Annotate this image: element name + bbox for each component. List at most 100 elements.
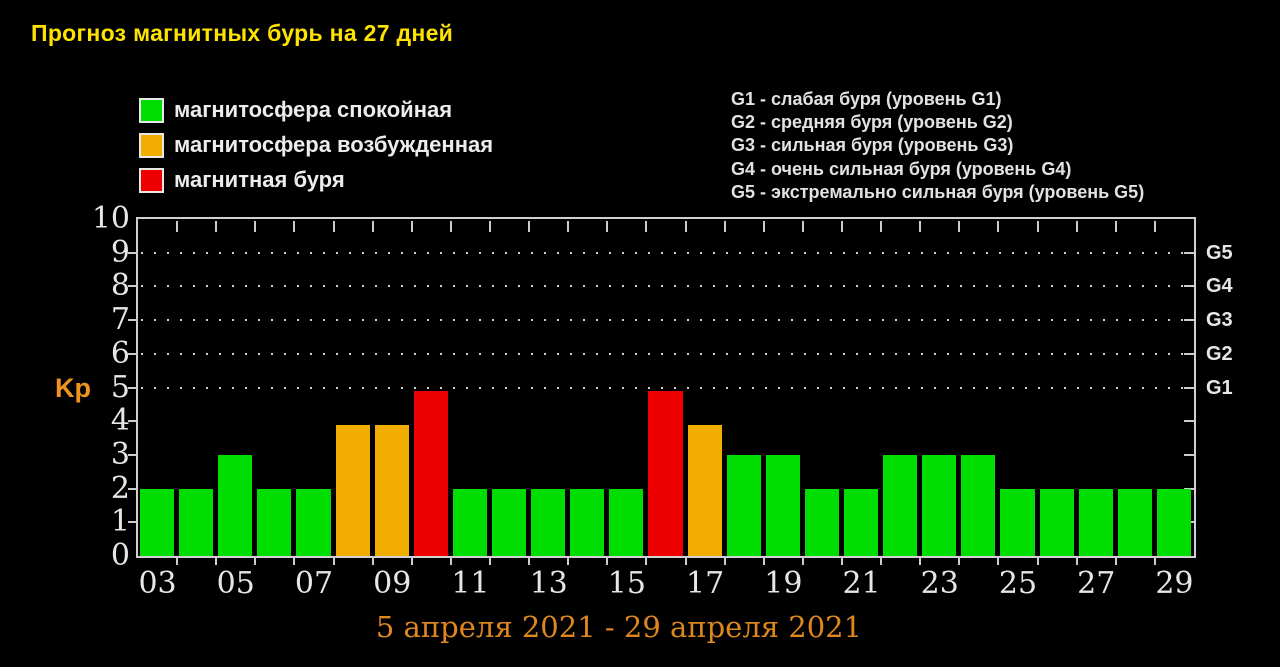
x-axis-tick-bottom [801,556,804,565]
grid-dotted-line [141,319,1191,322]
bar-day-06 [257,488,292,556]
x-axis-tick-top [567,221,570,232]
x-axis-tick-top [997,221,1000,232]
bar-day-13 [531,488,566,556]
y-axis-tick-right [1184,420,1194,423]
x-axis-tick-top [449,221,452,232]
bar-day-19 [765,454,800,556]
x-axis-tick-top [489,221,491,232]
x-axis-tick-top [215,221,218,232]
x-axis-tick-bottom [1075,556,1078,565]
x-axis-tick-top [371,221,374,232]
x-axis-tick-top [958,221,961,232]
x-axis-label: 13 [529,566,568,601]
x-axis-tick-top [410,221,413,232]
x-axis-tick-bottom [684,556,687,565]
x-axis-tick-top [332,221,335,232]
x-axis-tick-top [762,221,765,232]
storm-scale-line-g5: G5 - экстремально сильная буря (уровень … [731,181,1145,202]
grid-dotted-line [141,386,1191,389]
bar-day-03 [140,488,175,556]
x-axis-label: 07 [294,566,334,601]
grid-dotted-line [141,352,1191,355]
bar-day-25 [1000,488,1035,556]
x-axis-tick-bottom [606,556,609,565]
legend-item-excited: магнитосфера возбужденная [139,132,493,158]
x-axis-tick-bottom [567,556,570,565]
grid-dotted-line [141,285,1191,288]
x-axis-tick-top [1153,221,1156,232]
x-axis-tick-bottom [997,556,1000,565]
bar-day-24 [961,454,996,556]
legend-label-storm: магнитная буря [174,167,345,192]
y-axis-tick-right [1184,453,1194,456]
y-axis-label: 2 [110,470,130,506]
x-axis-tick-top [723,221,726,232]
x-axis-tick-bottom [645,556,648,565]
x-axis-tick-bottom [919,556,922,565]
x-axis-tick-bottom [841,556,843,565]
x-axis-tick-bottom [1153,556,1156,565]
x-axis-tick-bottom [723,556,726,565]
x-axis-tick-bottom [293,556,296,565]
x-axis-tick-bottom [254,556,257,565]
legend-swatch-excited [139,132,164,158]
y-axis-title: Kp [55,373,91,403]
x-axis-label: 23 [920,566,959,601]
bar-day-29 [1156,488,1191,556]
storm-scale-line-g4: G4 - очень сильная буря (уровень G4) [731,158,1072,179]
x-axis-label: 27 [1077,566,1116,601]
legend-label-quiet: магнитосфера спокойная [174,97,453,122]
right-axis-label-g5: G5 [1206,241,1233,264]
x-axis-tick-bottom [958,556,961,565]
y-axis-label: 7 [110,302,130,338]
x-axis-label: 03 [138,566,177,601]
y-axis-tick-left [128,352,138,355]
y-axis-label: 5 [110,369,130,405]
bar-day-20 [804,488,839,556]
date-range-caption: 5 апреля 2021 - 29 апреля 2021 [375,610,863,644]
bar-day-28 [1117,488,1152,556]
y-axis-tick-left [128,386,138,389]
x-axis-label: 05 [216,566,255,601]
y-axis-tick-left [128,521,138,524]
x-axis-tick-top [1114,221,1117,232]
x-axis-label: 21 [842,566,881,601]
bar-day-08 [335,424,370,556]
x-axis-tick-bottom [410,556,413,565]
x-axis-tick-top [684,221,687,232]
grid-dotted-line [141,251,1191,254]
storm-scale-info: G1 - слабая буря (уровень G1) G2 - средн… [731,88,1144,204]
x-axis-label: 09 [373,566,412,601]
x-axis-label: 15 [607,566,646,601]
bar-day-26 [1039,488,1074,556]
storm-scale-line-g3: G3 - сильная буря (уровень G3) [731,135,1014,156]
x-axis-label: 29 [1155,566,1194,601]
x-axis-tick-top [606,221,609,232]
x-axis-tick-bottom [332,556,335,565]
x-axis-tick-top [880,221,883,232]
legend-item-quiet: магнитосфера спокойная [139,97,493,123]
bar-day-27 [1078,488,1113,556]
x-axis-tick-bottom [528,556,531,565]
x-axis-tick-bottom [176,556,179,565]
bar-day-22 [883,454,918,556]
bar-day-05 [218,454,253,556]
bar-day-21 [844,488,879,556]
x-axis-tick-top [176,221,179,232]
x-axis-tick-top [293,221,296,232]
y-axis-label: 0 [110,538,130,573]
bar-day-09 [374,424,409,556]
bar-day-23 [922,454,957,556]
right-axis-label-g4: G4 [1206,275,1233,298]
bar-day-07 [296,488,331,556]
legend: магнитосфера спокойная магнитосфера возб… [139,97,493,202]
x-axis-tick-top [801,221,804,232]
x-axis-tick-top [645,221,648,232]
right-axis-label-g2: G2 [1206,342,1233,365]
bar-day-18 [726,454,761,556]
x-axis-tick-top [919,221,922,232]
x-axis-tick-top [841,221,843,232]
x-axis-tick-bottom [449,556,452,565]
